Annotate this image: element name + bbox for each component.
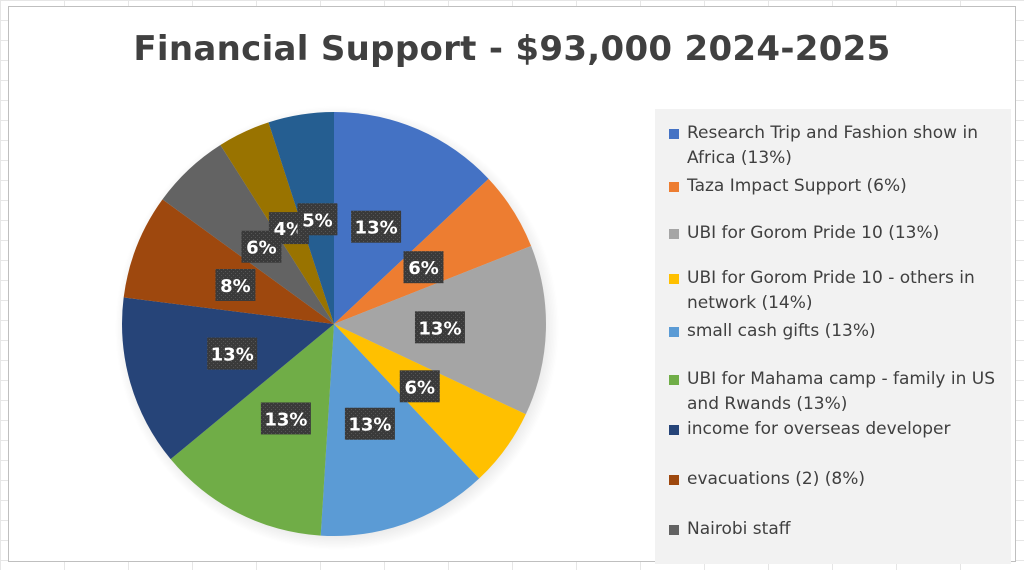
legend-item[interactable]: UBI for Gorom Pride 10 (13%): [669, 221, 1003, 246]
data-label-box: [344, 407, 395, 440]
legend-swatch: [669, 375, 679, 385]
legend-swatch: [669, 475, 679, 485]
legend-label: UBI for Gorom Pride 10 - others in netwo…: [687, 268, 975, 313]
data-label-text: 13%: [418, 318, 461, 339]
data-label-box: [260, 402, 311, 435]
legend-label: UBI for Mahama camp - family in US and R…: [687, 369, 996, 414]
data-label-5: 13%: [344, 407, 395, 440]
legend-label: UBI for Gorom Pride 10 (13%): [687, 223, 940, 243]
data-label-text: 13%: [355, 218, 398, 239]
legend-label: Taza Impact Support (6%): [687, 176, 907, 196]
data-label-1: 13%: [351, 210, 402, 243]
data-label-box: [403, 251, 444, 284]
pie-chart: 13%6%13%6%13%13%13%8%6%4%5%: [115, 106, 559, 550]
legend-item[interactable]: Taza Impact Support (6%): [669, 174, 1003, 199]
legend-item[interactable]: income for overseas developer: [669, 417, 1003, 442]
data-label-text: 4%: [274, 219, 305, 240]
data-label-text: 13%: [348, 415, 391, 436]
chart-area[interactable]: Financial Support - $93,000 2024-2025 13…: [8, 6, 1016, 564]
legend-swatch: [669, 229, 679, 239]
legend-label: evacuations (2) (8%): [687, 469, 866, 489]
legend-item[interactable]: Research Trip and Fashion show in Africa…: [669, 121, 1003, 171]
data-label-box: [297, 203, 338, 236]
data-label-6: 13%: [260, 402, 311, 435]
data-label-box: [399, 370, 440, 403]
data-label-3: 13%: [414, 311, 465, 344]
legend-item[interactable]: small cash gifts (13%): [669, 319, 1003, 344]
legend-swatch: [669, 425, 679, 435]
legend-item[interactable]: UBI for Mahama camp - family in US and R…: [669, 367, 1003, 417]
data-label-box: [414, 311, 465, 344]
legend-label: income for overseas developer: [687, 419, 951, 439]
legend-item[interactable]: UBI for Gorom Pride 10 - others in netwo…: [669, 266, 1003, 316]
legend-label: Research Trip and Fashion show in Africa…: [687, 123, 978, 168]
data-label-8: 8%: [215, 268, 256, 301]
data-label-11: 5%: [297, 203, 338, 236]
legend-swatch: [669, 274, 679, 284]
data-label-text: 6%: [404, 377, 435, 398]
legend-swatch: [669, 327, 679, 337]
legend-label: small cash gifts (13%): [687, 321, 876, 341]
data-label-text: 13%: [264, 409, 307, 430]
data-label-text: 8%: [220, 276, 251, 297]
legend-swatch: [669, 525, 679, 535]
data-label-2: 6%: [403, 251, 444, 284]
legend-item[interactable]: Nairobi staff: [669, 517, 1003, 542]
data-label-text: 6%: [408, 258, 439, 279]
data-label-box: [351, 210, 402, 243]
legend-label: Nairobi staff: [687, 519, 791, 539]
chart-title: Financial Support - $93,000 2024-2025: [133, 29, 891, 69]
legend-item[interactable]: evacuations (2) (8%): [669, 467, 1003, 492]
pie-slice-5[interactable]: [320, 324, 480, 536]
pie-slice-6[interactable]: [170, 324, 334, 536]
legend-swatch: [669, 182, 679, 192]
chart-legend[interactable]: Research Trip and Fashion show in Africa…: [655, 109, 1011, 564]
data-label-7: 13%: [207, 337, 258, 370]
data-label-text: 13%: [211, 345, 254, 366]
data-label-box: [207, 337, 258, 370]
pie-slice-8[interactable]: [123, 199, 334, 324]
data-label-text: 5%: [302, 210, 333, 231]
data-label-4: 6%: [399, 370, 440, 403]
pie-slice-1[interactable]: [334, 112, 489, 324]
data-label-box: [215, 268, 256, 301]
pie-slice-7[interactable]: [121, 297, 334, 460]
legend-swatch: [669, 129, 679, 139]
